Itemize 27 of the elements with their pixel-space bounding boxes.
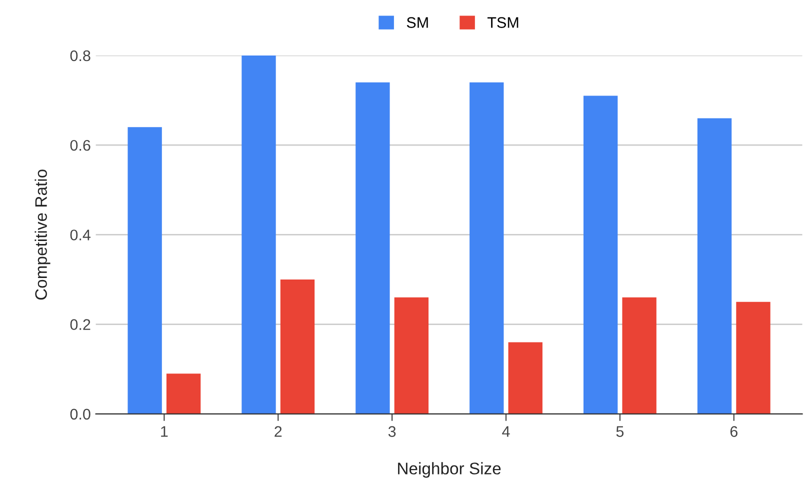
bar xyxy=(508,342,542,414)
bar xyxy=(736,302,770,414)
bar xyxy=(356,82,390,414)
x-axis-title: Neighbor Size xyxy=(398,462,501,478)
legend-label: TSM xyxy=(487,17,518,28)
bar xyxy=(394,297,429,414)
bar xyxy=(280,280,315,414)
bar xyxy=(622,297,656,414)
x-tick-label: 6 xyxy=(730,426,738,437)
legend-label: SM xyxy=(406,17,428,28)
x-tick-label: 2 xyxy=(274,426,282,437)
bar xyxy=(242,55,276,414)
y-axis-title: Competitive Ratio xyxy=(34,170,50,300)
y-tick-label: 0.2 xyxy=(70,319,90,330)
bar xyxy=(128,127,162,414)
y-tick-label: 0.8 xyxy=(70,50,90,62)
x-tick-label: 4 xyxy=(502,426,510,437)
x-tick-label: 3 xyxy=(388,426,396,437)
y-tick-label: 0.6 xyxy=(70,140,90,151)
y-tick-label: 0.4 xyxy=(70,230,91,240)
bar xyxy=(470,82,504,414)
y-tick-label: 0.0 xyxy=(70,408,90,420)
x-tick-label: 1 xyxy=(161,426,168,437)
bar xyxy=(166,374,201,414)
bar xyxy=(583,96,618,414)
bar xyxy=(697,118,732,414)
x-tick-label: 5 xyxy=(616,426,624,437)
